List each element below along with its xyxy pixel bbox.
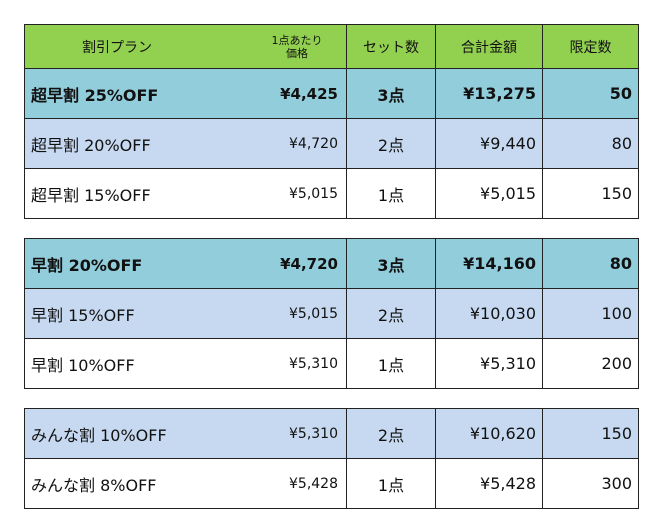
total-price: ¥13,275 xyxy=(435,68,543,119)
plan-cell: 超早割 25%OFF ¥4,425 xyxy=(24,68,347,119)
table-row: 超早割 15%OFF ¥5,015 1点 ¥5,015 150 xyxy=(24,168,639,219)
table-row: 早割 15%OFF ¥5,015 2点 ¥10,030 100 xyxy=(24,288,639,339)
total-price: ¥5,428 xyxy=(435,458,543,509)
table-row: 超早割 25%OFF ¥4,425 3点 ¥13,275 50 xyxy=(24,68,639,119)
plan-header: 割引プラン xyxy=(82,39,152,56)
total-price: ¥10,030 xyxy=(435,288,543,339)
unit-price: ¥4,720 xyxy=(280,254,338,273)
limit-header: 限定数 xyxy=(542,24,639,69)
table-row: 超早割 20%OFF ¥4,720 2点 ¥9,440 80 xyxy=(24,118,639,169)
plan-name: 早割 20%OFF xyxy=(31,255,143,275)
unit-price: ¥5,310 xyxy=(289,425,338,442)
table-row: みんな割 10%OFF ¥5,310 2点 ¥10,620 150 xyxy=(24,408,639,459)
plan-cell: 早割 20%OFF ¥4,720 xyxy=(24,238,347,289)
table-header-row: 割引プラン 1点あたり 価格 セット数 合計金額 限定数 xyxy=(24,24,639,69)
plan-name: 超早割 25%OFF xyxy=(31,85,159,105)
total-price: ¥14,160 xyxy=(435,238,543,289)
total-price: ¥10,620 xyxy=(435,408,543,459)
total-price: ¥5,015 xyxy=(435,168,543,219)
set-count-header: セット数 xyxy=(346,24,436,69)
set-count: 3点 xyxy=(346,238,436,289)
table-row: 早割 10%OFF ¥5,310 1点 ¥5,310 200 xyxy=(24,338,639,389)
plan-cell: 早割 15%OFF ¥5,015 xyxy=(24,288,347,339)
total-price: ¥5,310 xyxy=(435,338,543,389)
set-count: 3点 xyxy=(346,68,436,119)
set-count: 1点 xyxy=(346,458,436,509)
unit-price: ¥5,428 xyxy=(289,475,338,492)
plan-cell: みんな割 10%OFF ¥5,310 xyxy=(24,408,347,459)
total-price: ¥9,440 xyxy=(435,118,543,169)
plan-name: みんな割 10%OFF xyxy=(31,425,167,445)
plan-cell: みんな割 8%OFF ¥5,428 xyxy=(24,458,347,509)
limit-count: 150 xyxy=(542,408,639,459)
set-count: 1点 xyxy=(346,338,436,389)
plan-cell: 超早割 15%OFF ¥5,015 xyxy=(24,168,347,219)
plan-name: 超早割 20%OFF xyxy=(31,135,151,155)
limit-count: 150 xyxy=(542,168,639,219)
unit-price: ¥5,015 xyxy=(289,185,338,202)
plan-name: 早割 15%OFF xyxy=(31,305,135,325)
unit-price: ¥4,720 xyxy=(289,135,338,152)
limit-count: 200 xyxy=(542,338,639,389)
unit-price: ¥4,425 xyxy=(280,84,338,103)
set-count: 1点 xyxy=(346,168,436,219)
unit-price: ¥5,015 xyxy=(289,305,338,322)
plan-cell: 早割 10%OFF ¥5,310 xyxy=(24,338,347,389)
pricing-table-early: 早割 20%OFF ¥4,720 3点 ¥14,160 80 早割 15%OFF ¥… xyxy=(24,238,639,389)
limit-count: 300 xyxy=(542,458,639,509)
plan-name: 超早割 15%OFF xyxy=(31,185,151,205)
plan-name: 早割 10%OFF xyxy=(31,355,135,375)
plan-and-unit-price-header: 割引プラン 1点あたり 価格 xyxy=(24,24,347,69)
unit-price-header: 1点あたり 価格 xyxy=(271,33,323,60)
table-row: 早割 20%OFF ¥4,720 3点 ¥14,160 80 xyxy=(24,238,639,289)
pricing-table-super-early: 割引プラン 1点あたり 価格 セット数 合計金額 限定数 超早割 25%OFF ¥… xyxy=(24,24,639,219)
table-row: みんな割 8%OFF ¥5,428 1点 ¥5,428 300 xyxy=(24,458,639,509)
unit-price: ¥5,310 xyxy=(289,355,338,372)
plan-name: みんな割 8%OFF xyxy=(31,475,157,495)
limit-count: 100 xyxy=(542,288,639,339)
set-count: 2点 xyxy=(346,408,436,459)
limit-count: 50 xyxy=(542,68,639,119)
set-count: 2点 xyxy=(346,118,436,169)
pricing-table-everyone: みんな割 10%OFF ¥5,310 2点 ¥10,620 150 みんな割 8%… xyxy=(24,408,639,509)
limit-count: 80 xyxy=(542,118,639,169)
set-count: 2点 xyxy=(346,288,436,339)
plan-cell: 超早割 20%OFF ¥4,720 xyxy=(24,118,347,169)
limit-count: 80 xyxy=(542,238,639,289)
total-header: 合計金額 xyxy=(435,24,543,69)
